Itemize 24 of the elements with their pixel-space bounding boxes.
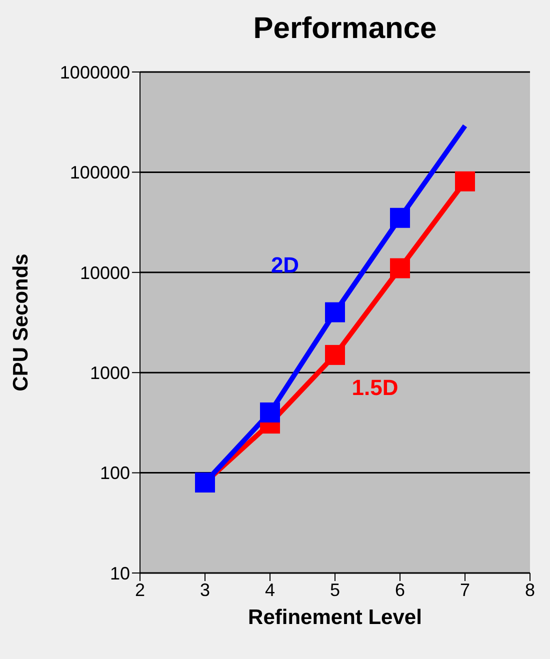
x-tick-label: 8 [524,580,536,600]
point [325,344,345,365]
point [390,258,410,278]
point [260,402,280,422]
y-tick-label: 100 [100,463,130,484]
series-label: 2D [270,252,300,278]
y-tick-label: 100000 [70,162,130,183]
x-tick-label: 6 [394,580,406,600]
y-axis-title: CPU Seconds [9,254,32,392]
series-label: 1.5D [352,374,398,400]
y-tick-label: 1000 [90,362,130,383]
y-tick-label: 1000000 [60,62,130,82]
y-tick-label: 10000 [80,262,130,283]
x-axis-title: Refinement Level [248,606,422,629]
x-tick-label: 2 [134,580,146,600]
x-tick-label: 4 [264,580,276,600]
chart-title: Performance [252,12,438,46]
x-tick-label: 3 [200,580,210,600]
point [325,302,345,322]
point [455,171,475,192]
x-tick-label: 7 [460,580,470,600]
point [390,208,410,228]
y-tick-label: 10 [110,563,130,584]
x-tick-label: 5 [330,580,340,600]
